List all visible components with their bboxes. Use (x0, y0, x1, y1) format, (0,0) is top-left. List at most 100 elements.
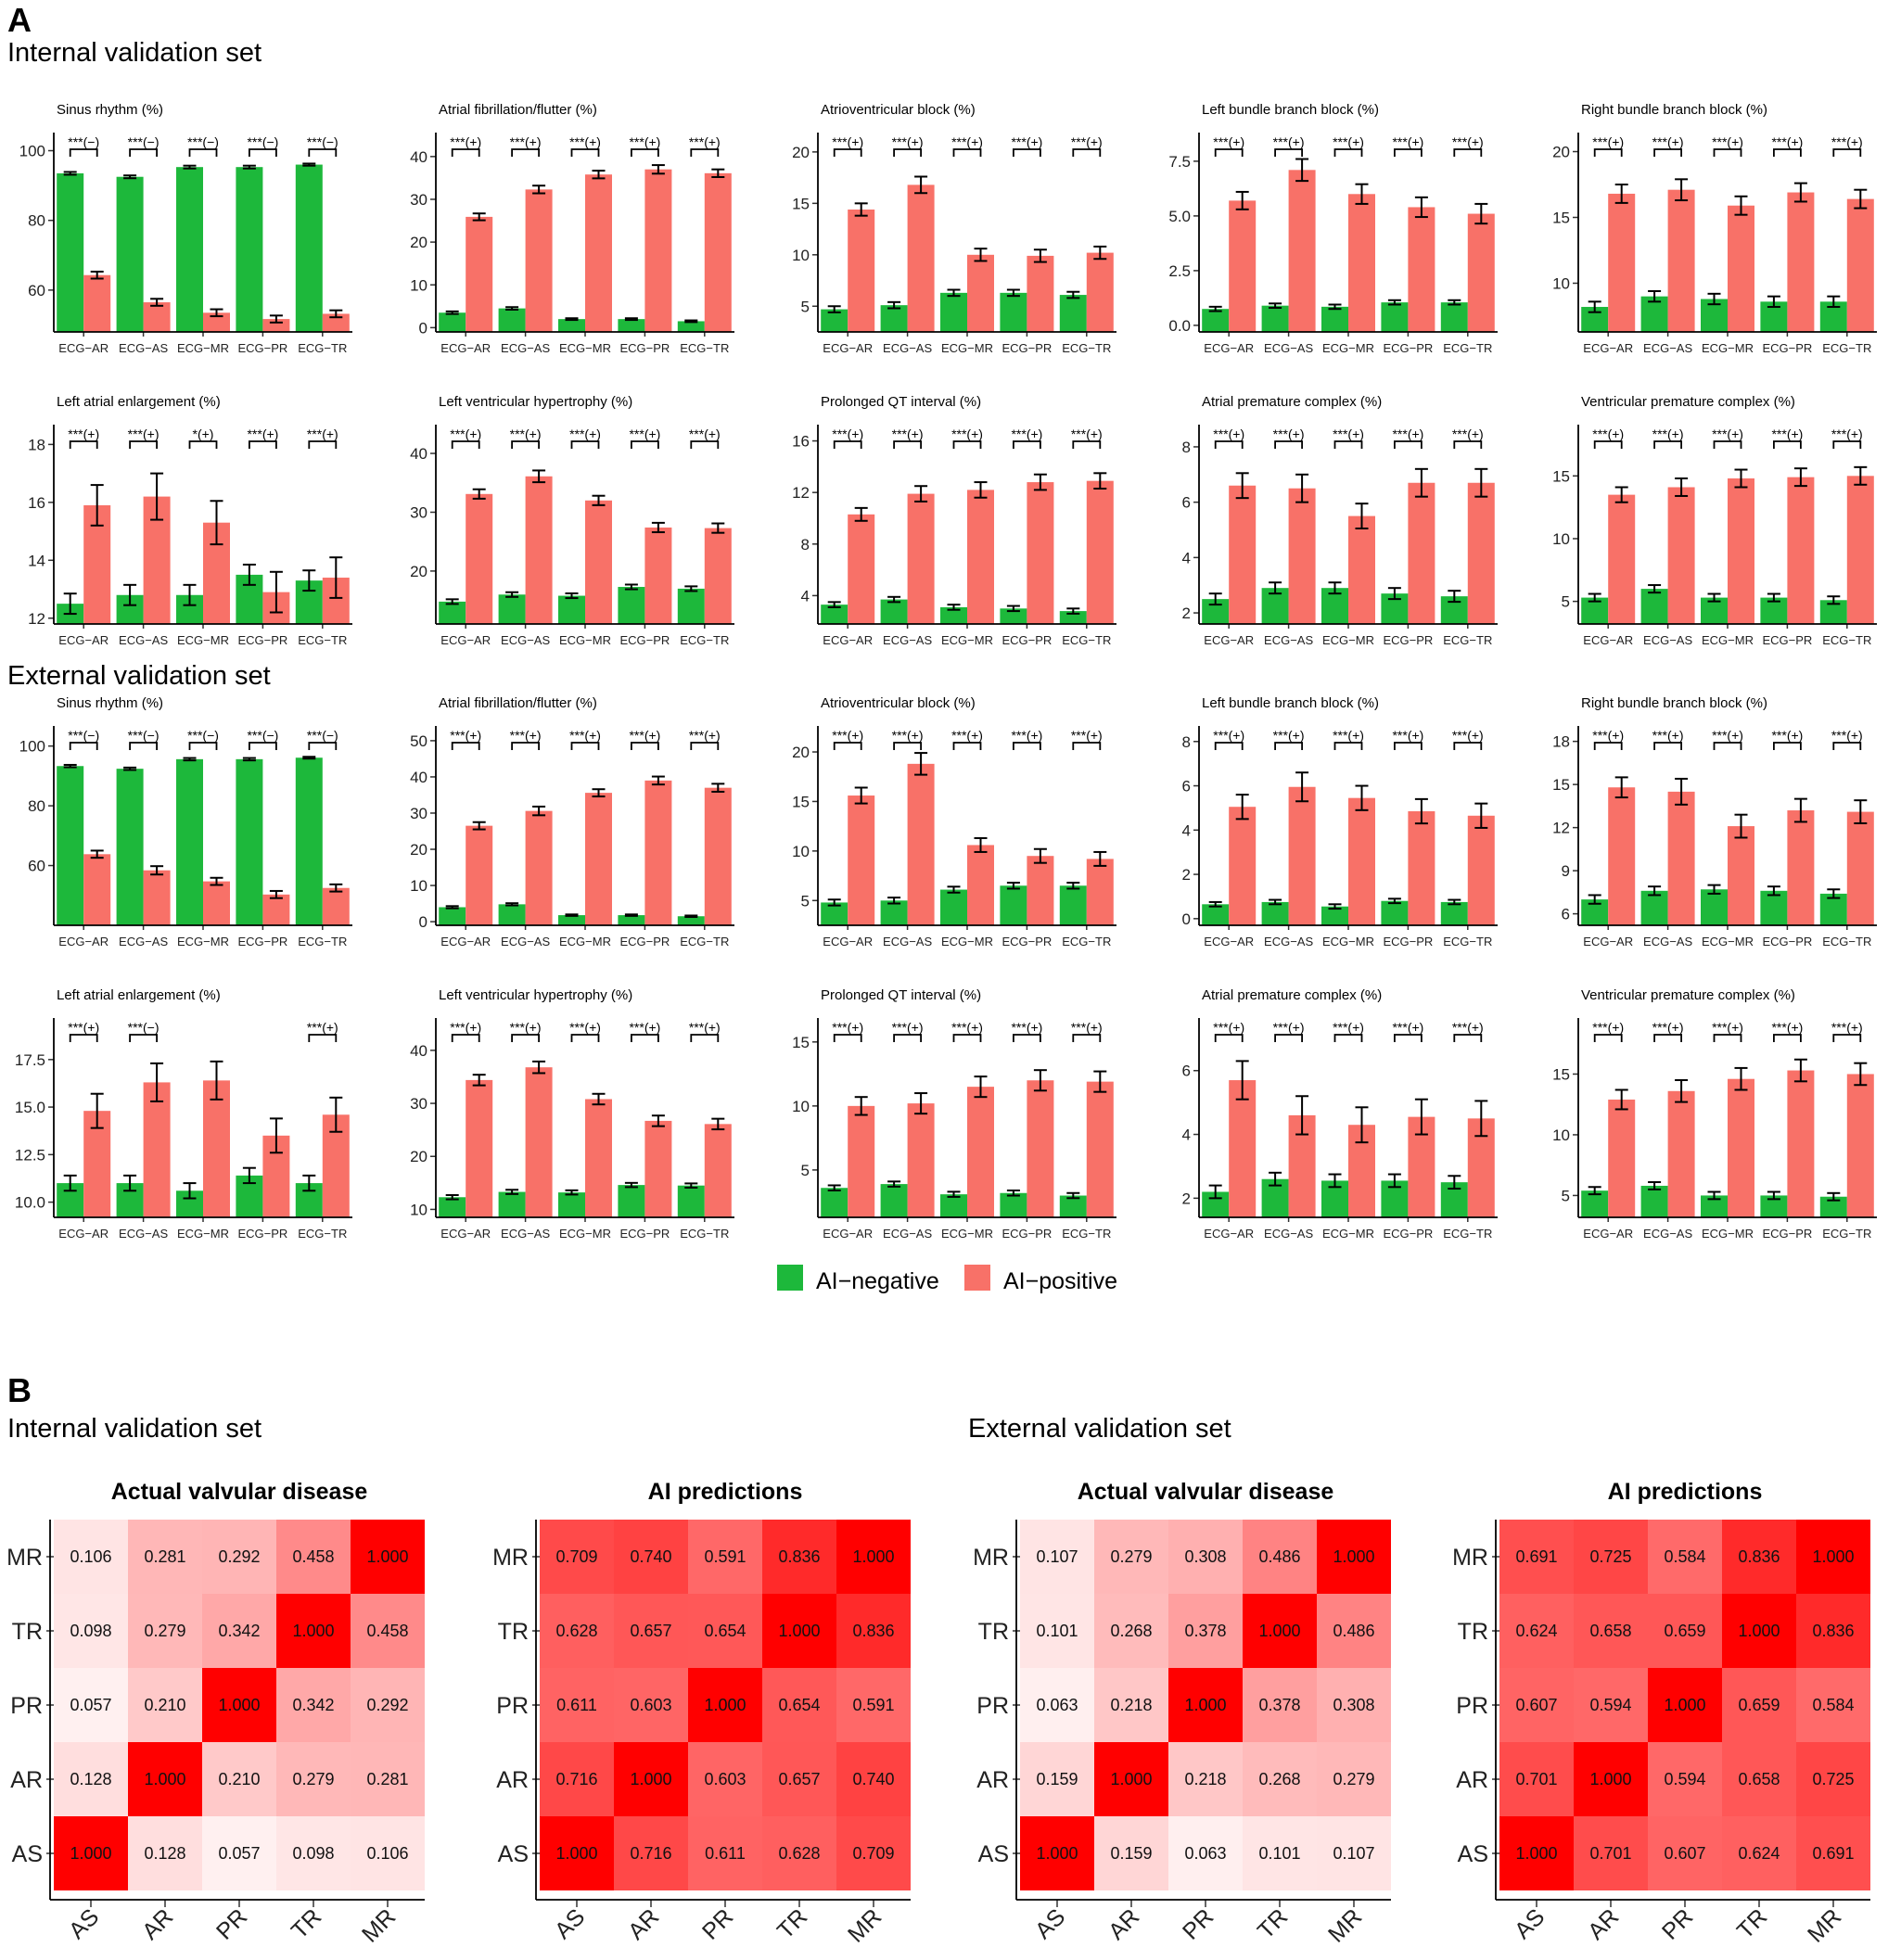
heatmap-cell (1317, 1816, 1391, 1890)
bar-ai-negative (1000, 1192, 1027, 1217)
heatmap-cell-value: 0.607 (1515, 1696, 1557, 1714)
heatmap-cell-value: 1.000 (704, 1696, 746, 1714)
heatmap-cell-value: 0.281 (366, 1770, 408, 1788)
significance-bracket (249, 148, 277, 157)
bar-ai-positive (1086, 859, 1114, 925)
heatmap-cell (276, 1520, 351, 1594)
significance-label: ***(−) (128, 728, 159, 743)
heatmap-cell-value: 0.836 (1738, 1547, 1780, 1566)
bar-ai-positive (262, 319, 290, 332)
heatmap-cell (688, 1520, 762, 1594)
x-tick-label: ECG−MR (559, 341, 611, 355)
heatmap-cell (202, 1668, 276, 1742)
bar-ai-positive (203, 312, 230, 332)
significance-bracket (1593, 742, 1623, 750)
x-tick-label: TR (287, 1903, 326, 1943)
heatmap-cell (1020, 1742, 1094, 1816)
heatmap-cell-value: 0.057 (218, 1844, 260, 1863)
significance-bracket (1214, 1034, 1244, 1042)
bar-ai-negative (940, 889, 967, 925)
legend: AI−negative AI−positive (777, 1265, 1117, 1294)
y-tick-label: PR (10, 1693, 43, 1719)
significance-bracket (69, 742, 98, 750)
significance-label: ***(+) (510, 134, 542, 149)
heatmap-cell (540, 1742, 614, 1816)
heatmap-cell-value: 0.279 (1333, 1770, 1374, 1788)
bar-ai-positive (967, 845, 994, 925)
significance-bracket (129, 440, 158, 449)
bar-ai-negative (176, 167, 203, 332)
significance-label: ***(+) (892, 1020, 924, 1035)
bar-ai-positive (1229, 1080, 1257, 1217)
significance-label: ***(+) (1011, 426, 1042, 441)
bar-ai-positive (1288, 488, 1316, 624)
x-tick-label: ECG−AS (501, 935, 550, 948)
significance-bracket (952, 148, 982, 157)
bar-chart: Left ventricular hypertrophy (%) ***(+) EC… (410, 987, 734, 1241)
y-tick-label: 10 (1552, 1126, 1570, 1144)
x-tick-label: ECG−PR (1762, 1227, 1812, 1241)
heatmap-cell-value: 0.628 (555, 1622, 597, 1640)
significance-bracket (1072, 148, 1102, 157)
x-tick-label: ECG−AR (440, 341, 491, 355)
bar-ai-negative (1321, 906, 1348, 925)
significance-bracket (1333, 148, 1363, 157)
bar-ai-negative (880, 1184, 908, 1217)
bar-ai-positive (1288, 786, 1316, 925)
heatmap-cell-value: 0.279 (292, 1770, 334, 1788)
x-tick-label: ECG−PR (1762, 633, 1812, 647)
significance-label: ***(+) (951, 1020, 983, 1035)
heatmap-cell-value: 0.378 (1184, 1622, 1226, 1640)
bar-chart: Left atrial enlargement (%) ***(+) ECG−AR *… (15, 987, 352, 1241)
bar-ai-positive (466, 1079, 493, 1217)
significance-label: ***(+) (629, 728, 660, 743)
significance-label: ***(+) (1831, 1020, 1863, 1035)
chart-title: Right bundle branch block (%) (1581, 695, 1767, 711)
heatmap-cell (276, 1594, 351, 1668)
chart-title: Sinus rhythm (%) (57, 102, 163, 118)
bar-ai-positive (848, 795, 875, 925)
heatmap-cell (128, 1520, 202, 1594)
heatmap-cell-value: 0.709 (555, 1547, 597, 1566)
significance-bracket (308, 440, 338, 449)
heatmap-cell (1796, 1816, 1870, 1890)
x-tick-label: ECG−AS (883, 633, 932, 647)
significance-bracket (451, 742, 480, 750)
bar-ai-positive (644, 527, 672, 624)
significance-label: ***(+) (1213, 728, 1244, 743)
heatmap-cell-value: 1.000 (1184, 1696, 1226, 1714)
heatmap-cell (1168, 1668, 1243, 1742)
heatmap-cell (1243, 1668, 1317, 1742)
x-tick-label: ECG−MR (941, 1227, 993, 1241)
bar-ai-negative (236, 758, 263, 925)
significance-label: ***(+) (1213, 426, 1244, 441)
heatmap-cell (1243, 1816, 1317, 1890)
y-tick-label: 30 (410, 1095, 427, 1113)
significance-bracket (129, 742, 158, 750)
x-tick-label: ECG−AR (58, 1227, 108, 1241)
heatmap-cell-value: 0.691 (1812, 1844, 1854, 1863)
significance-label: ***(+) (689, 1020, 721, 1035)
heatmap-cell-value: 0.657 (778, 1770, 820, 1788)
bar-ai-positive (1787, 1070, 1815, 1217)
heatmap-cell (1168, 1742, 1243, 1816)
bar-ai-negative (498, 308, 526, 332)
significance-label: ***(+) (1712, 426, 1743, 441)
y-tick-label: 2 (1182, 605, 1191, 622)
significance-label: ***(+) (128, 426, 159, 441)
bar-ai-negative (940, 606, 967, 624)
heatmap-cell-value: 0.292 (366, 1696, 408, 1714)
bar-ai-positive (525, 810, 553, 925)
chart-title: Prolonged QT interval (%) (821, 987, 981, 1003)
y-tick-label: AS (498, 1841, 529, 1867)
bar-ai-positive (1027, 482, 1054, 624)
heatmap-title: Actual valvular disease (1078, 1479, 1334, 1505)
heatmap-cell-value: 0.658 (1589, 1622, 1631, 1640)
significance-label: ***(+) (1831, 426, 1863, 441)
bar-ai-positive (585, 1099, 612, 1217)
heatmap-cell-value: 0.210 (218, 1770, 260, 1788)
bar-ai-positive (907, 493, 935, 624)
chart-title: Ventricular premature complex (%) (1581, 394, 1795, 410)
section-title-external-b: External validation set (968, 1414, 1231, 1444)
chart-title: Atrial premature complex (%) (1202, 987, 1382, 1003)
